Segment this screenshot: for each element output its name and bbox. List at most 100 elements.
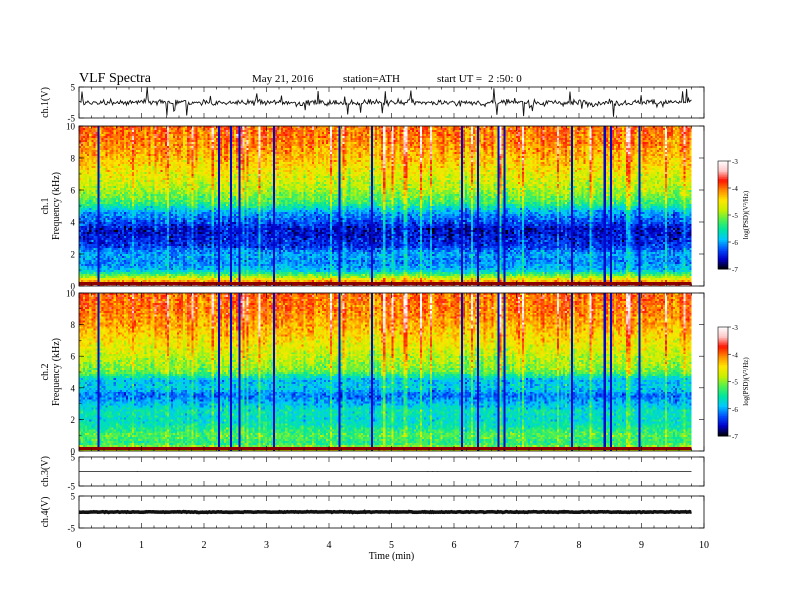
ch1-spectrogram-colorbar-cell xyxy=(718,249,728,252)
ch3-waveform-ytick-label: 5 xyxy=(71,453,76,463)
ch1-waveform-ylabel: ch.1(V) xyxy=(40,87,51,118)
ch4-waveform-ylabel: ch.4(V) xyxy=(40,497,51,528)
ch1-spectrogram-colorbar-cell xyxy=(718,188,728,191)
ch2-spectrogram-colorbar-cell xyxy=(718,425,728,428)
ch2-spectrogram-colorbar-cell xyxy=(718,354,728,357)
ch2-spectrogram-ytick-label: 0 xyxy=(71,447,76,457)
ch2-spectrogram-colorbar-cell xyxy=(718,414,728,417)
ch1-spectrogram-colorbar-cell xyxy=(718,247,728,250)
ch1-spectrogram-colorbar-cell xyxy=(718,261,728,265)
ch1-spectrogram-colorbar-cell xyxy=(718,184,728,187)
ch1-spectrogram-colorbar-cell xyxy=(718,202,728,205)
ch2-spectrogram-colorbar-cell xyxy=(718,330,728,333)
ch2-spectrogram-lowband xyxy=(79,447,692,450)
ch1-spectrogram xyxy=(79,126,692,286)
ch2-spectrogram-colorbar-cell xyxy=(718,376,728,379)
ch1-spectrogram-colorbar-cell xyxy=(718,243,728,247)
ch1-spectrogram-colorbar-cell xyxy=(718,206,728,209)
ch1-spectrogram-colorbar-cell xyxy=(718,170,728,173)
ch2-spectrogram-ytick-label: 4 xyxy=(71,383,76,393)
ch1-spectrogram-colorbar-cell xyxy=(718,168,728,171)
ch1-spectrogram-colorbar-cell xyxy=(718,215,728,218)
x-tick-label: 3 xyxy=(264,540,269,551)
ch1-spectrogram-colorbar-cell xyxy=(718,213,728,216)
ch2-spectrogram-colorbar-cell xyxy=(718,406,728,410)
ch2-spectrogram-colorbar-label: log(PSD)(V²/Hz) xyxy=(742,357,750,406)
ch2-spectrogram-colorbar-cell xyxy=(718,370,728,373)
ch1-spectrogram-colorbar-cell xyxy=(718,193,728,196)
ch2-spectrogram-colorbar-cell xyxy=(718,386,728,390)
ch2-spectrogram-colorbar-cell xyxy=(718,365,728,368)
ch2-spectrogram-cells xyxy=(79,293,692,451)
x-tick-label: 7 xyxy=(514,540,519,551)
ch1-spectrogram-colorbar-cell xyxy=(718,218,728,221)
ch1-spectrogram-ytick-label: 2 xyxy=(71,250,76,260)
ch2-spectrogram-colorbar-tick-label: -3 xyxy=(732,324,738,332)
ch2-spectrogram-colorbar-cell xyxy=(718,336,728,339)
ch1-spectrogram-colorbar-cell xyxy=(718,240,728,243)
ch2-spectrogram-colorbar-cell xyxy=(718,334,728,337)
ch2-spectrogram-ytick-label: 8 xyxy=(71,320,76,330)
ch2-spectrogram-colorbar-tick-label: -7 xyxy=(732,433,738,441)
ch2-spectrogram-colorbar-cell xyxy=(718,361,728,364)
ch2-spectrogram-colorbar-cell xyxy=(718,327,728,330)
ch1-spectrogram-colorbar-cell xyxy=(718,227,728,230)
ch2-spectrogram-colorbar-tick-label: -4 xyxy=(732,351,738,359)
ch1-spectrogram-colorbar-tick-label: -5 xyxy=(732,212,738,220)
ch2-spectrogram-colorbar-cell xyxy=(718,345,728,348)
ch1-spectrogram-colorbar-cell xyxy=(718,166,728,169)
ch2-spectrogram-colorbar-cell xyxy=(718,401,728,404)
ch1-spectrogram-colorbar-cell xyxy=(718,186,728,189)
ch1-spectrogram-colorbar-cell xyxy=(718,252,728,256)
ch4-waveform xyxy=(78,509,692,515)
ch1-spectrogram-colorbar-cell xyxy=(718,229,728,232)
ch2-spectrogram-colorbar-cell xyxy=(718,359,728,363)
ch2-spectrogram-colorbar-cell xyxy=(718,392,728,395)
ch3-waveform-ytick-label: -5 xyxy=(68,482,76,492)
ch1-spectrogram-colorbar-cell xyxy=(718,265,728,268)
ch1-spectrogram-colorbar-cell xyxy=(718,182,728,185)
start-value: 2 :50: 0 xyxy=(488,73,522,85)
ch1-spectrogram-ytick-label: 10 xyxy=(66,122,76,132)
ch1-spectrogram-colorbar-cell xyxy=(718,225,728,229)
ch1-spectrogram-colorbar-label: log(PSD)(V²/Hz) xyxy=(742,190,750,239)
ch2-spectrogram-colorbar-cell xyxy=(718,350,728,353)
ch2-spectrogram-colorbar-cell xyxy=(718,432,728,435)
ch1-spectrogram-colorbar-cell xyxy=(718,177,728,180)
ch1-spectrogram-ytick-label: 0 xyxy=(71,282,76,292)
ch1-spectrogram-colorbar-tick-label: -7 xyxy=(732,266,738,274)
ch2-spectrogram-colorbar-cell xyxy=(718,383,728,386)
ch2-spectrogram-colorbar-tick-label: -5 xyxy=(732,379,738,387)
ch2-spectrogram-colorbar-cell xyxy=(718,403,728,406)
ch1-spectrogram-colorbar-cell xyxy=(718,222,728,225)
ch1-waveform xyxy=(78,86,692,117)
ch2-spectrogram-colorbar-cell xyxy=(718,434,728,437)
ch2-spectrogram-colorbar-cell xyxy=(718,417,728,421)
ch1-spectrogram-colorbar-cell xyxy=(718,245,728,248)
ch2-spectrogram-colorbar-cell xyxy=(718,348,728,352)
ch2-spectrogram-colorbar-cell xyxy=(718,416,728,419)
ch1-spectrogram-colorbar-cell xyxy=(718,254,728,257)
ch1-spectrogram-colorbar-tick-label: -3 xyxy=(732,158,738,166)
ch2-spectrogram-colorbar-cell xyxy=(718,366,728,370)
start-label: start UT = xyxy=(437,73,483,85)
ch2-spectrogram-colorbar-cell xyxy=(718,352,728,355)
ch1-spectrogram-cells xyxy=(79,126,692,286)
ch2-spectrogram-colorbar-cell xyxy=(718,423,728,426)
ch2-spectrogram-colorbar-cell xyxy=(718,405,728,408)
ch1-spectrogram-colorbar-cell xyxy=(718,263,728,266)
ch2-spectrogram-colorbar-cell xyxy=(718,419,728,422)
x-axis-label: Time (min) xyxy=(369,551,414,562)
ch2-spectrogram-ytick-label: 2 xyxy=(71,415,76,425)
ch2-spectrogram-colorbar-tick-label: -6 xyxy=(732,406,738,414)
ch2-spectrogram-colorbar-cell xyxy=(718,363,728,366)
ch1-spectrogram-colorbar-tick-label: -6 xyxy=(732,239,738,247)
ch2-spectrogram-colorbar-cell xyxy=(718,356,728,359)
x-tick-label: 2 xyxy=(202,540,207,551)
ch4-waveform-ytick-label: 5 xyxy=(71,492,76,502)
ch1-spectrogram-colorbar-cell xyxy=(718,198,728,202)
ch2-spectrogram-colorbar-cell xyxy=(718,337,728,341)
ch2-spectrogram-colorbar-cell xyxy=(718,381,728,384)
x-tick-label: 5 xyxy=(389,540,394,551)
